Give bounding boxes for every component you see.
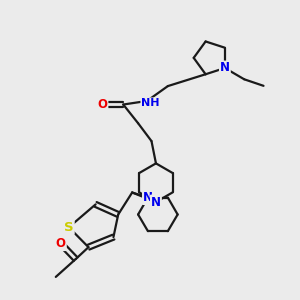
- Text: NH: NH: [141, 98, 160, 108]
- Text: N: N: [220, 61, 230, 74]
- Text: O: O: [98, 98, 107, 111]
- Text: N: N: [143, 191, 153, 204]
- Text: N: N: [151, 196, 161, 208]
- Text: O: O: [56, 237, 66, 250]
- Text: S: S: [64, 221, 74, 234]
